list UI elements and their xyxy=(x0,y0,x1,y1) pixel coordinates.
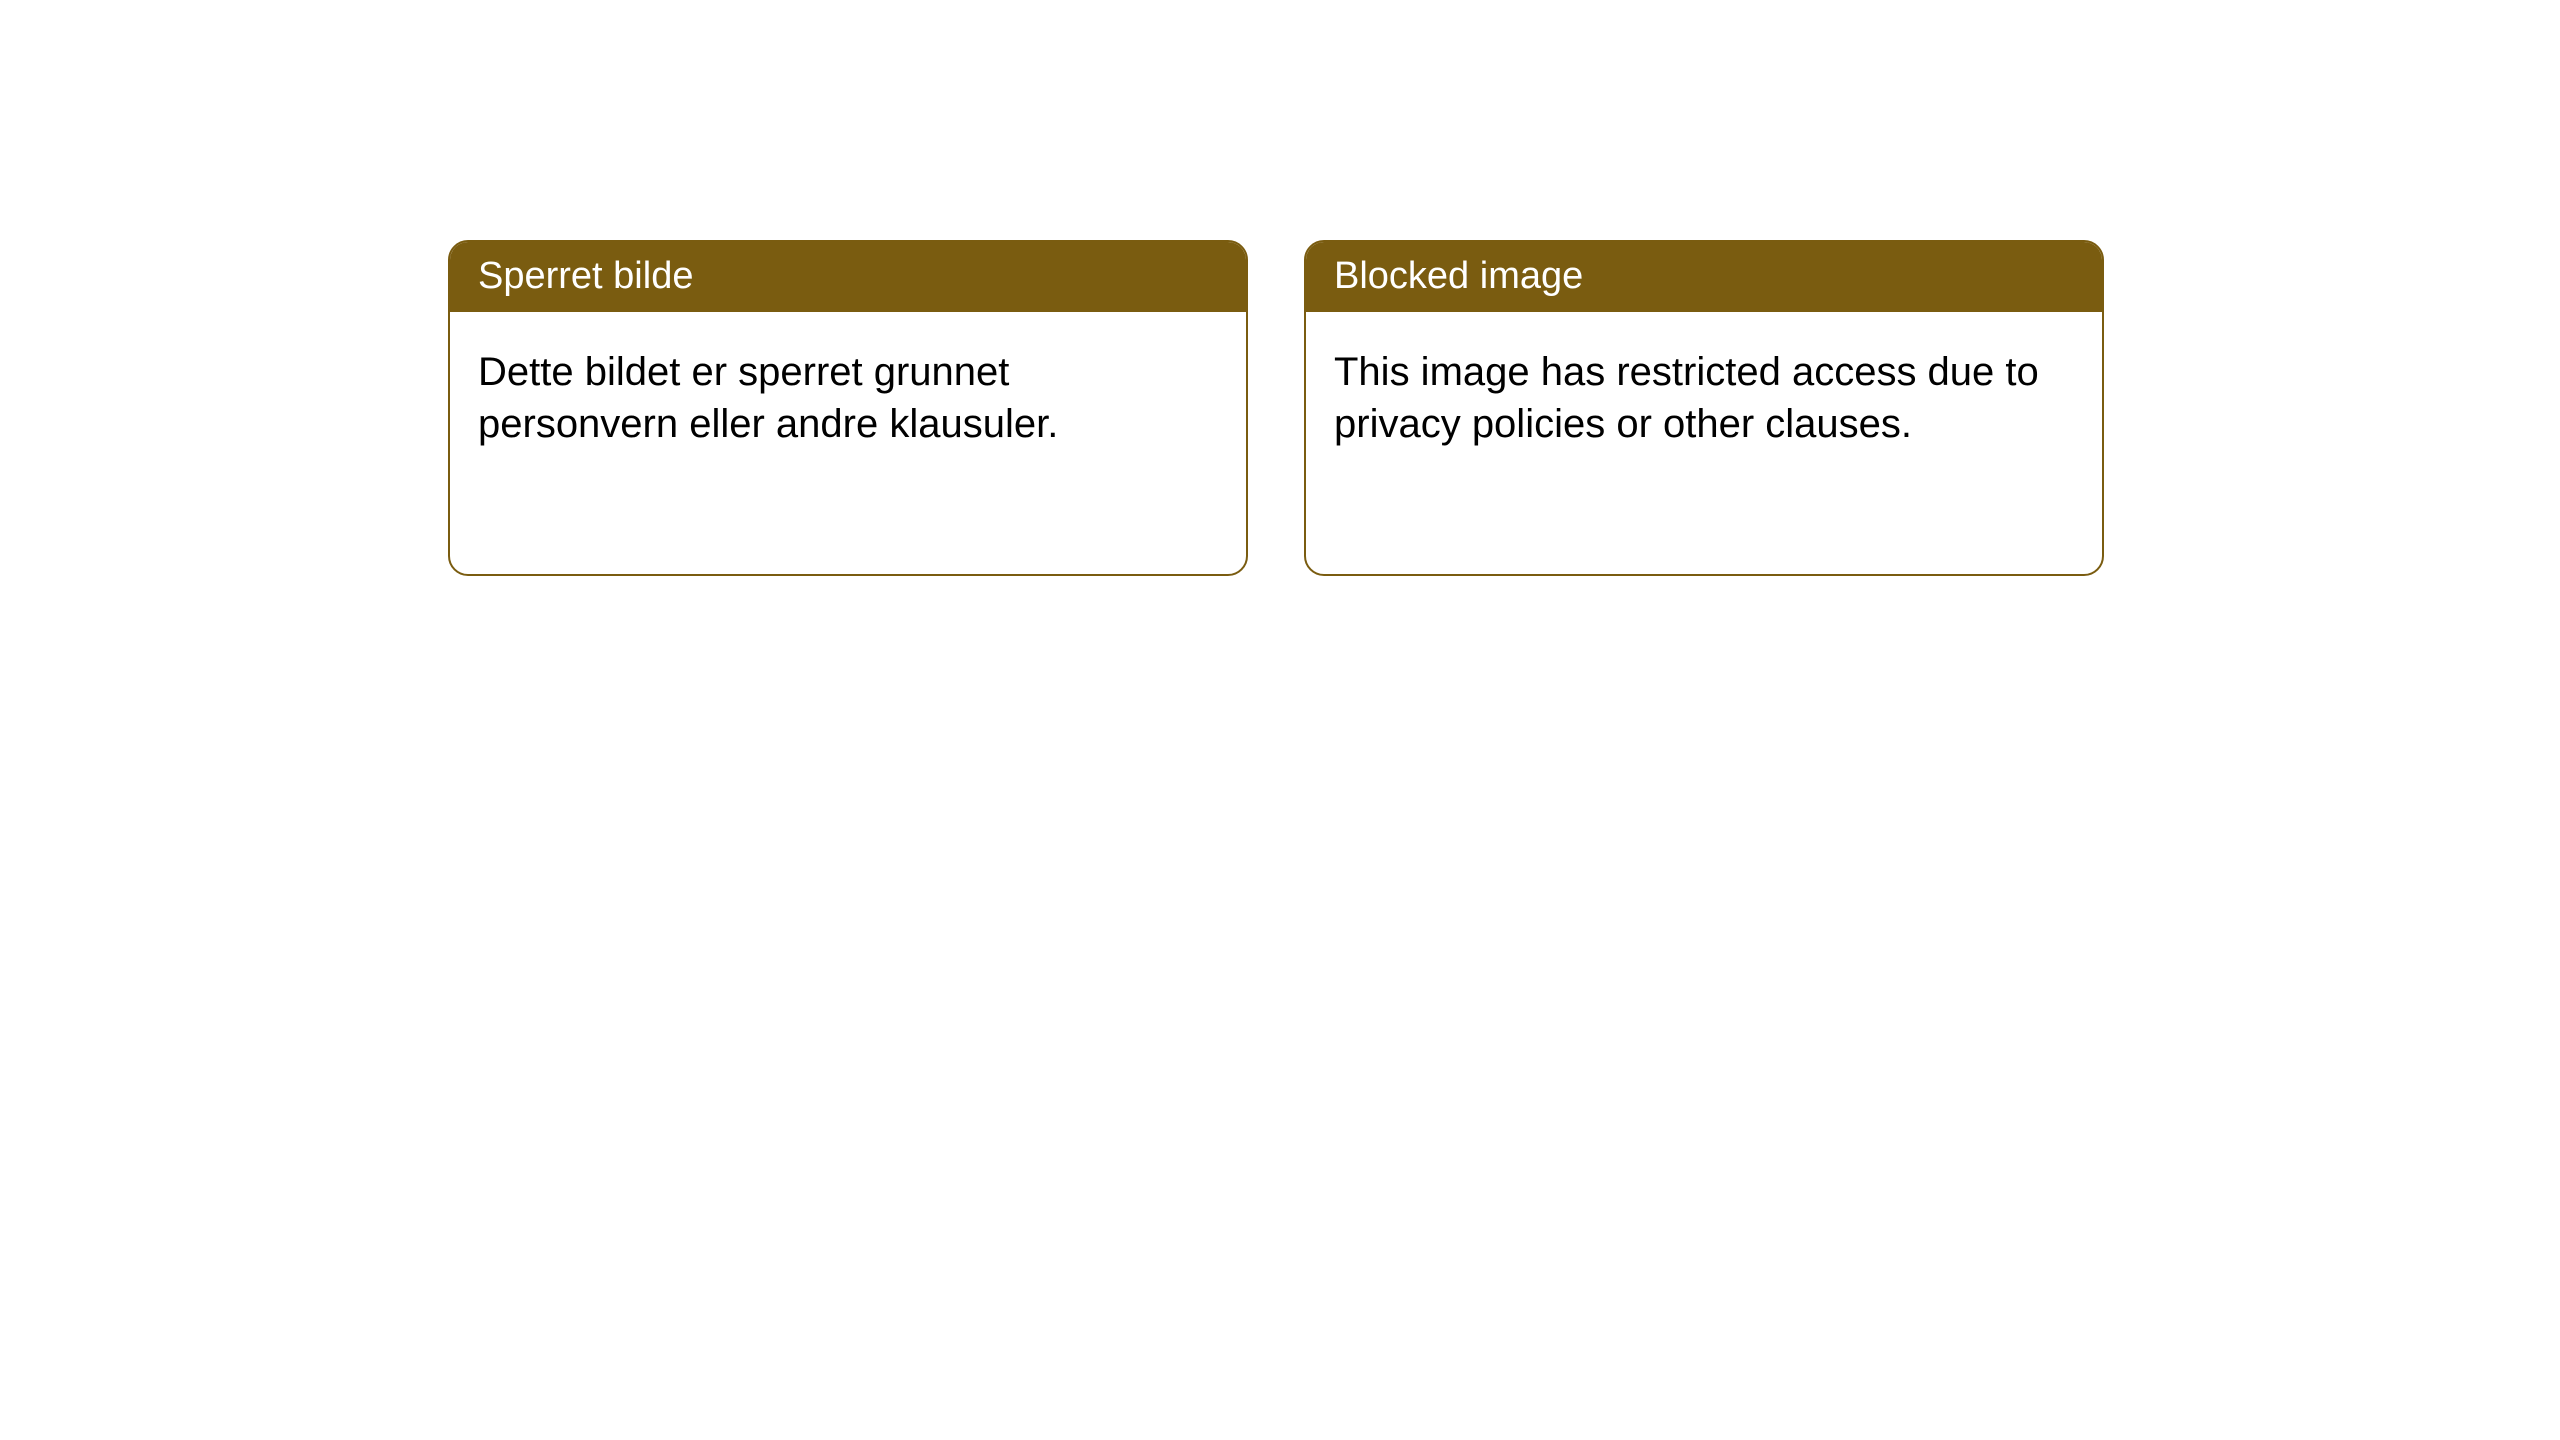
card-title: Blocked image xyxy=(1334,255,1583,297)
notice-card-english: Blocked image This image has restricted … xyxy=(1304,240,2104,576)
card-body: Dette bildet er sperret grunnet personve… xyxy=(450,312,1246,484)
card-body-text: Dette bildet er sperret grunnet personve… xyxy=(478,350,1058,446)
card-header: Sperret bilde xyxy=(450,242,1246,312)
card-body: This image has restricted access due to … xyxy=(1306,312,2102,484)
card-header: Blocked image xyxy=(1306,242,2102,312)
card-title: Sperret bilde xyxy=(478,255,693,297)
notice-card-norwegian: Sperret bilde Dette bildet er sperret gr… xyxy=(448,240,1248,576)
card-body-text: This image has restricted access due to … xyxy=(1334,350,2039,446)
notice-cards-container: Sperret bilde Dette bildet er sperret gr… xyxy=(448,240,2104,576)
